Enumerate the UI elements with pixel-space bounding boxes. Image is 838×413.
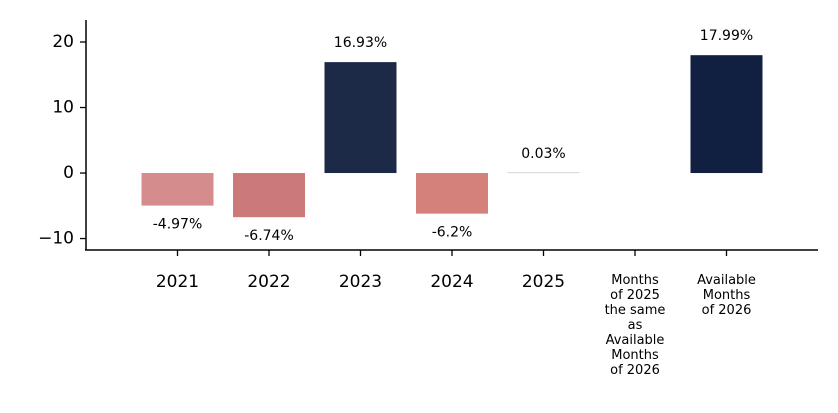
x-tick-label: 2025 — [522, 272, 565, 292]
value-label: -6.2% — [432, 225, 473, 241]
x-tick-label: 2021 — [156, 272, 199, 292]
bar — [233, 173, 305, 218]
bar — [324, 62, 397, 174]
y-tick-label: −10 — [38, 229, 74, 249]
bar — [416, 173, 488, 214]
x-tick-label: Available Months of 2026 — [697, 273, 756, 318]
y-tick-label: 20 — [52, 32, 74, 52]
value-label: -6.74% — [244, 228, 294, 244]
x-tick-label: 2023 — [339, 272, 382, 292]
bar — [690, 55, 763, 174]
bar — [141, 173, 214, 206]
y-tick-label: 0 — [63, 163, 74, 183]
value-label: 16.93% — [334, 35, 387, 51]
value-label: 17.99% — [700, 28, 753, 44]
x-tick-label: 2024 — [430, 272, 473, 292]
y-tick-label: 10 — [52, 98, 74, 118]
value-label: 0.03% — [521, 146, 565, 162]
x-tick-label: Months of 2025 the same as Available Months of… — [605, 273, 666, 378]
x-tick-label: 2022 — [247, 272, 290, 292]
value-label: -4.97% — [153, 217, 203, 233]
